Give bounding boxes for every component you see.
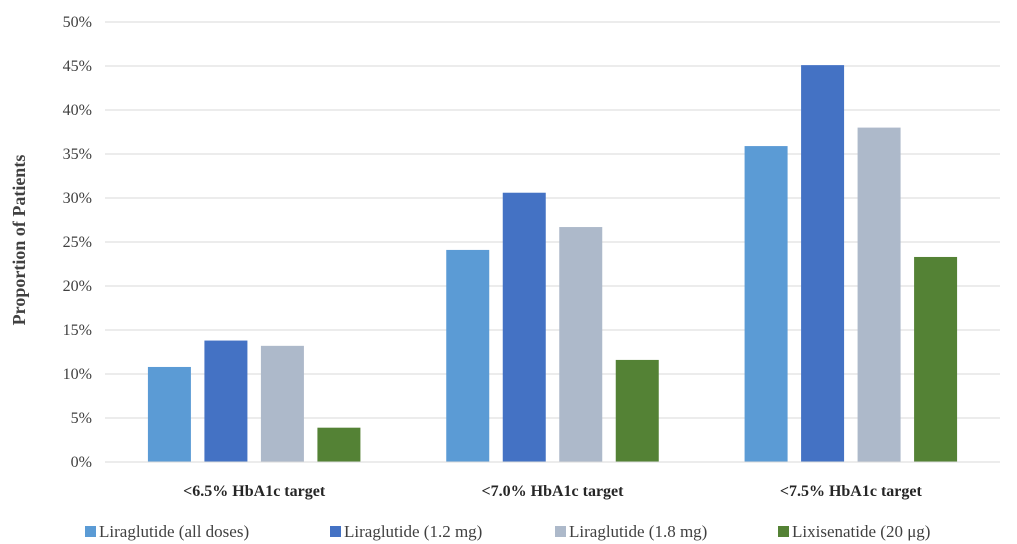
bar [857,127,901,462]
category-label: <6.5% HbA1c target [183,483,326,500]
y-tick-label: 45% [63,58,92,75]
legend-label: Liraglutide (1.2 mg) [344,522,482,541]
y-tick-label: 30% [63,190,92,207]
bar [147,366,191,462]
legend-swatch [330,526,341,537]
bar [615,359,659,462]
bar [317,427,361,462]
bar [914,256,958,462]
y-tick-label: 50% [63,14,92,31]
y-tick-labels: 0% 5% 10% 15% 20% 25% 30% 35% 40% 45% 50% [63,14,92,471]
legend-label: Lixisenatide (20 μg) [792,522,930,541]
category-labels: <6.5% HbA1c target <7.0% HbA1c target <7.5… [183,483,922,500]
bar [446,249,490,462]
bar [260,345,304,462]
bar [801,65,845,463]
category-label: <7.0% HbA1c target [482,483,625,500]
bar [559,227,603,462]
y-tick-label: 35% [63,146,92,163]
bar [502,192,546,462]
y-tick-label: 10% [63,366,92,383]
y-axis-title: Proportion of Patients [9,155,29,326]
legend-label: Liraglutide (1.8 mg) [569,522,707,541]
y-tick-label: 0% [71,454,92,471]
legend-swatch [85,526,96,537]
category-label: <7.5% HbA1c target [780,483,923,500]
y-tick-label: 20% [63,278,92,295]
legend: Liraglutide (all doses) Liraglutide (1.2 … [85,522,930,541]
legend-label: Liraglutide (all doses) [99,522,249,541]
legend-swatch [778,526,789,537]
bar [204,340,248,462]
y-tick-label: 40% [63,102,92,119]
bars [147,65,958,463]
y-tick-label: 25% [63,234,92,251]
gridlines [105,21,1000,419]
y-tick-label: 15% [63,322,92,339]
legend-swatch [555,526,566,537]
bar [744,146,788,462]
y-tick-label: 5% [71,410,92,427]
